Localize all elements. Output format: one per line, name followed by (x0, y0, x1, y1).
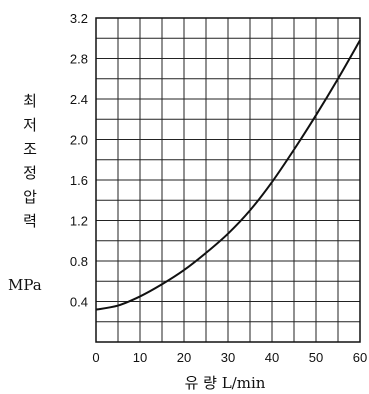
x-tick-label: 40 (265, 350, 279, 365)
x-tick-label: 0 (92, 350, 99, 365)
y-axis-label-char: 력 (23, 212, 37, 230)
y-tick-label: 3.2 (70, 11, 88, 26)
y-axis-label-char: 정 (23, 164, 37, 182)
y-tick-label: 2.0 (70, 133, 88, 148)
x-tick-label: 30 (221, 350, 235, 365)
y-axis-label: 최 저 조 정 압 력 (23, 92, 37, 230)
x-tick-label: 20 (177, 350, 191, 365)
y-tick-label: 1.6 (70, 173, 88, 188)
x-tick-label: 10 (133, 350, 147, 365)
y-tick-label: 0.8 (70, 254, 88, 269)
grid (96, 18, 360, 342)
y-tick-label: 2.8 (70, 52, 88, 67)
y-axis-label-char: 최 (23, 92, 37, 110)
y-axis-label-char: 조 (23, 140, 37, 158)
y-tick-labels: 0.4 0.8 1.2 1.6 2.0 2.4 2.8 3.2 (70, 11, 88, 310)
x-axis-label: 유 량 L/min (185, 374, 266, 392)
y-axis-label-char: 저 (23, 116, 37, 134)
y-tick-label: 0.4 (70, 295, 88, 310)
plot-frame (95, 17, 361, 343)
y-tick-label: 2.4 (70, 92, 88, 107)
x-tick-label: 60 (353, 350, 367, 365)
y-axis-unit: MPa (8, 276, 42, 294)
series-line (95, 39, 361, 311)
y-tick-label: 1.2 (70, 214, 88, 229)
x-tick-label: 50 (309, 350, 323, 365)
x-tick-labels: 0 10 20 30 40 50 60 (92, 350, 367, 365)
y-axis-label-char: 압 (23, 188, 37, 206)
